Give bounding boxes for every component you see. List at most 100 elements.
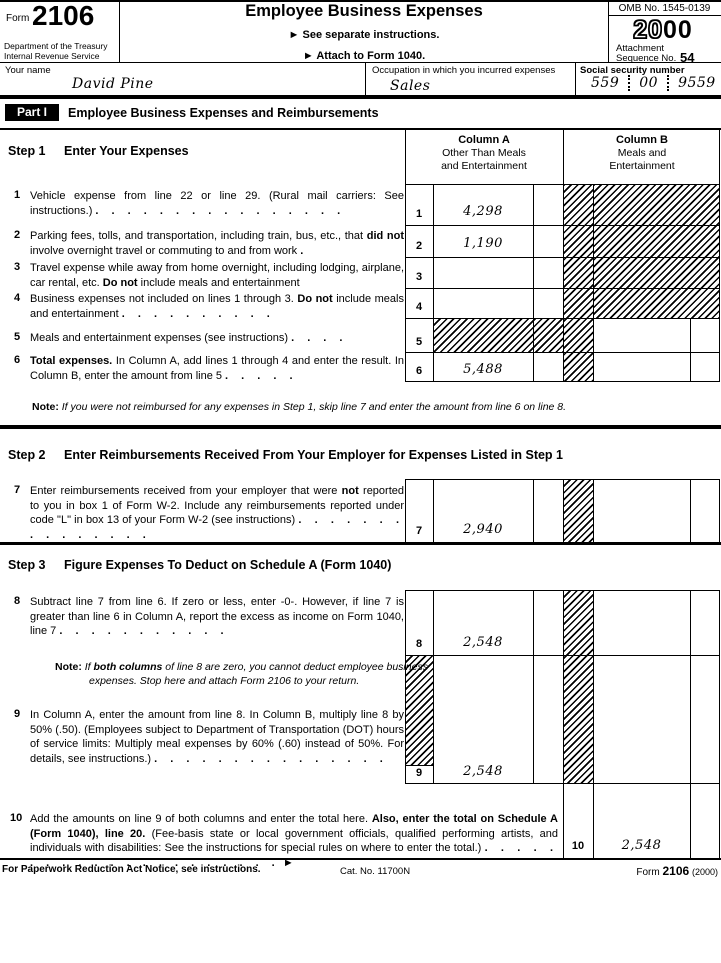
line-4-bold: Do not	[297, 293, 333, 305]
line-9-amount-b-cell[interactable]	[593, 656, 690, 782]
line-8-amount-a[interactable]: 2,548	[463, 635, 503, 650]
line-7-pre: Enter reimbursements received from your …	[30, 485, 342, 497]
line-10-total-amount[interactable]: 2,548	[621, 838, 662, 853]
line-1-pre: Vehicle expense from line 22 or line 29.…	[30, 190, 404, 217]
table-border	[0, 128, 721, 130]
line-5-amount-b-cell[interactable]	[593, 319, 690, 351]
line-8-note-pre: If	[81, 661, 94, 673]
table-border	[405, 318, 720, 319]
line-7-amount-b-cell[interactable]	[593, 480, 690, 541]
occupation-field[interactable]: Sales	[390, 78, 431, 94]
form-number: 2106	[32, 0, 95, 31]
table-border	[405, 590, 720, 591]
occupation-label: Occupation in which you incurred expense…	[372, 65, 556, 76]
line-8-text: Subtract line 7 from line 6. If zero or …	[30, 595, 404, 639]
form-word: Form	[6, 13, 30, 24]
step2-label: Step 2	[8, 448, 46, 462]
line-8-note-label: Note:	[55, 661, 82, 673]
line-2-post: involve overnight travel or commuting to…	[30, 244, 301, 257]
line-3-number-cell: 3	[415, 271, 423, 283]
line-4-text: Business expenses not included on lines …	[30, 292, 404, 321]
table-border	[563, 590, 564, 858]
line-4-amount-a-cell[interactable]	[433, 289, 533, 317]
table-border	[405, 257, 720, 258]
table-border	[433, 479, 434, 542]
line-3-bold: Do not	[102, 276, 138, 289]
ssn-label: Social security number	[580, 65, 685, 76]
line-1-number-cell: 1	[415, 208, 423, 220]
footer-rule	[0, 858, 721, 860]
table-border	[405, 184, 720, 185]
thick-rule	[0, 542, 721, 545]
footer-form-year: (2000)	[691, 867, 718, 877]
line-3-amount-a-cell[interactable]	[433, 258, 533, 287]
sequence-number: 54	[680, 50, 695, 65]
table-border	[405, 479, 720, 480]
line-6-post: In Column A, add lines 1 through 4 and e…	[30, 355, 404, 382]
line-8-note-bold: both columns	[93, 661, 163, 673]
line-10-post: (Fee-basis state or local government off…	[30, 827, 559, 855]
header-bottom-border	[0, 62, 721, 63]
line-8-number-cell: 8	[415, 638, 423, 650]
sequence-label: Sequence No.	[616, 53, 677, 64]
your-name-field[interactable]: David Pine	[72, 76, 154, 92]
line-8-number: 8	[14, 595, 21, 607]
part1-badge: Part I	[5, 104, 59, 121]
step1-note-label: Note:	[32, 401, 59, 413]
line-7-leader: . . . . . . . . . . . . . . .	[30, 514, 404, 541]
line-9-amount-a[interactable]: 2,548	[463, 764, 503, 779]
table-border	[563, 128, 564, 382]
hatch-divider-step3	[563, 590, 593, 783]
table-border	[405, 765, 433, 766]
line-6-number-cell: 6	[415, 365, 423, 377]
line-3-pre: Travel expense while away from home over…	[30, 262, 404, 289]
part1-title: Employee Business Expenses and Reimburse…	[68, 106, 379, 120]
tax-year-outline: 20	[632, 15, 663, 44]
step1-note: Note: If you were not reimbursed for any…	[32, 401, 712, 413]
paperwork-notice: For Paperwork Reduction Act Notice, see …	[2, 864, 261, 875]
line-2-number: 2	[14, 229, 21, 241]
step1-label: Step 1	[8, 144, 46, 158]
line-6-amount-b-cell[interactable]	[593, 353, 690, 380]
line-4-number-cell: 4	[415, 301, 423, 313]
line-9-leader: . . . . . . . . . . . . . . .	[154, 752, 388, 765]
line-2-number-cell: 2	[415, 240, 423, 252]
tax-year: 2000	[608, 15, 718, 45]
line-7-amount-a[interactable]: 2,940	[463, 522, 503, 537]
line-8-amount-b-cell[interactable]	[593, 591, 690, 654]
line-7-number: 7	[14, 484, 21, 496]
table-border	[433, 590, 434, 783]
hatch-divider-step2	[563, 479, 593, 542]
line-3-text: Travel expense while away from home over…	[30, 261, 404, 290]
table-border	[405, 381, 720, 382]
line-6-leader: . . . . .	[225, 369, 298, 382]
line-4-pre: Business expenses not included on lines …	[30, 293, 298, 305]
step1-note-text: If you were not reimbursed for any expen…	[61, 401, 567, 413]
line-2-pre: Parking fees, tolls, and transportation,…	[30, 230, 367, 242]
table-border	[405, 479, 406, 542]
table-border	[405, 783, 720, 784]
line-6-amount-a[interactable]: 5,488	[463, 362, 503, 377]
footer-form-word: Form	[636, 867, 660, 878]
line-7-post: reported to you in box 1 of Form W-2. In…	[30, 485, 404, 526]
table-border	[690, 318, 691, 382]
ssn-part-1: 559	[591, 75, 620, 91]
hatch-divider-step1	[563, 185, 593, 382]
line-2-amount-a[interactable]: 1,190	[463, 236, 503, 251]
name-row-divider	[365, 62, 366, 95]
omb-divider	[608, 15, 721, 16]
table-border	[563, 479, 564, 542]
line-7-bold: not	[341, 485, 359, 497]
footer-form-number: 2106	[662, 864, 690, 878]
line-10-pre: Add the amounts on line 9 of both column…	[30, 813, 372, 825]
column-a-sub2: and Entertainment	[441, 160, 527, 172]
step1-title: Enter Your Expenses	[64, 144, 189, 158]
line-5-number-cell: 5	[415, 336, 423, 348]
line-1-amount-a[interactable]: 4,298	[463, 204, 503, 219]
table-border	[405, 590, 406, 783]
line-10-bold: Also, enter the total on Schedule A (For…	[30, 813, 558, 840]
table-border	[405, 352, 720, 353]
ssn-field[interactable]: 559 00 9559	[582, 75, 715, 91]
hatch-number-col-step3	[405, 655, 433, 765]
